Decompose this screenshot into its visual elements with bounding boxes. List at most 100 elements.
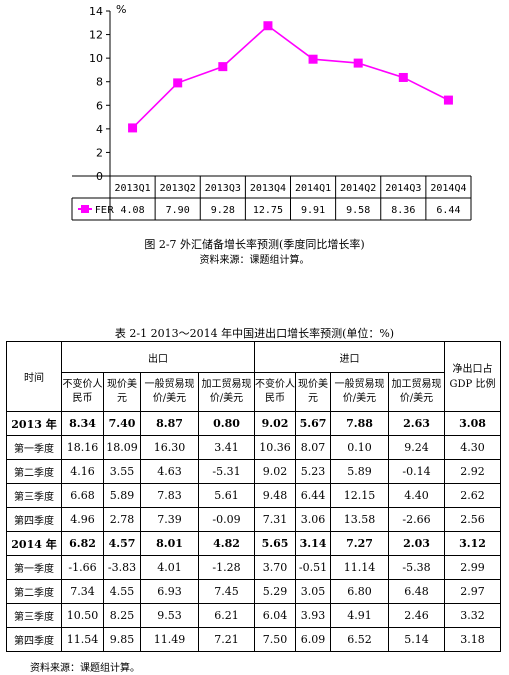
table-cell: 12.15 (330, 483, 389, 508)
table-cell: -0.09 (198, 507, 255, 532)
table-cell: 2.78 (103, 507, 141, 532)
table-cell: 10.50 (61, 603, 104, 628)
table-cell: 6.82 (61, 531, 104, 556)
table-cell: 2.63 (388, 411, 445, 436)
y-tick-label: 6 (96, 99, 103, 112)
table-cell: 13.58 (330, 507, 389, 532)
row-label: 2014 年 (6, 531, 62, 556)
row-label: 第一季度 (6, 555, 62, 580)
x-tick-label: 2013Q4 (250, 183, 286, 194)
data-point (443, 95, 453, 105)
data-label: 4.08 (121, 205, 145, 216)
table-cell: 2.99 (444, 555, 501, 580)
y-tick-label: 4 (96, 123, 103, 136)
table-cell: 6.48 (388, 579, 445, 604)
line-chart-svg: 02468101214%2013Q12013Q22013Q32013Q42014… (71, 3, 472, 221)
table-cell: 3.08 (444, 411, 501, 436)
table-cell: 7.50 (254, 627, 296, 652)
row-label: 第三季度 (6, 483, 62, 508)
table-row: 2013 年 8.34 7.40 8.87 0.80 9.02 5.67 7.88 2.63 3.… (6, 411, 501, 436)
table-cell: 11.54 (61, 627, 104, 652)
table-cell: 3.32 (444, 603, 501, 628)
data-point (218, 62, 228, 72)
table-cell: 6.93 (140, 579, 199, 604)
row-label: 第四季度 (6, 507, 62, 532)
series-line-fer (131, 24, 449, 129)
table-title: 表 2-1 2013～2014 年中国进出口增长率预测(单位：%) (114, 327, 395, 340)
data-point (353, 58, 363, 68)
row-label: 第一季度 (6, 435, 62, 460)
x-tick-label: 2014Q4 (430, 183, 466, 194)
table-cell: 7.21 (198, 627, 255, 652)
table-cell: -1.28 (198, 555, 255, 580)
data-point (173, 78, 183, 88)
subheader-cell: 不变价人民币 (61, 372, 104, 412)
data-label: 6.44 (436, 205, 460, 216)
x-tick-label: 2013Q2 (160, 183, 196, 194)
table-source: 资料来源：课题组计算。 (30, 663, 140, 674)
table-cell: 6.80 (330, 579, 389, 604)
table-cell: 4.57 (103, 531, 141, 556)
line-chart: 02468101214%2013Q12013Q22013Q32013Q42014… (0, 0, 509, 230)
table-cell: 7.34 (61, 579, 104, 604)
table-cell: 18.09 (103, 435, 141, 460)
table-cell: 2.97 (444, 579, 501, 604)
table-header-row: 时间 出口 进口 净出口占GDP 比例 (6, 341, 501, 412)
table-row: 第二季度 4.16 3.55 4.63 -5.31 9.02 5.23 5.89 -0.14 2.… (6, 459, 501, 484)
table-row: 第四季度 4.96 2.78 7.39 -0.09 7.31 3.06 13.58 -2.66 2… (6, 507, 501, 532)
y-tick-label: 2 (96, 146, 103, 159)
table-cell: 7.83 (140, 483, 199, 508)
table-cell: -0.14 (388, 459, 445, 484)
table-cell: 6.68 (61, 483, 104, 508)
table-cell: 6.09 (295, 627, 331, 652)
row-label: 第三季度 (6, 603, 62, 628)
table-cell: 7.40 (103, 411, 141, 436)
table-cell: 5.29 (254, 579, 296, 604)
table-cell: 5.89 (103, 483, 141, 508)
table-cell: 9.85 (103, 627, 141, 652)
subheader-cell: 加工贸易现价/美元 (198, 372, 255, 412)
table-cell: 7.88 (330, 411, 389, 436)
table-cell: 6.52 (330, 627, 389, 652)
table-cell: 2.92 (444, 459, 501, 484)
subheader-cell: 不变价人民币 (254, 372, 296, 412)
row-label: 2013 年 (6, 411, 62, 436)
data-point (263, 21, 273, 31)
table-cell: 4.96 (61, 507, 104, 532)
data-label: 7.90 (166, 205, 190, 216)
data-label: 8.36 (391, 205, 415, 216)
table-cell: 3.55 (103, 459, 141, 484)
table-cell: 9.02 (254, 411, 296, 436)
legend-label: FER (95, 205, 114, 216)
table-cell: 5.89 (330, 459, 389, 484)
header-net-export: 净出口占GDP 比例 (444, 341, 501, 412)
table-cell: 7.45 (198, 579, 255, 604)
table-cell: 7.27 (330, 531, 389, 556)
table-cell: 2.46 (388, 603, 445, 628)
table-cell: 3.12 (444, 531, 501, 556)
table-cell: 8.25 (103, 603, 141, 628)
table-cell: 0.80 (198, 411, 255, 436)
y-unit-label: % (116, 3, 126, 16)
subheader-cell: 一般贸易现价/美元 (140, 372, 199, 412)
table-cell: 10.36 (254, 435, 296, 460)
table-cell: 3.93 (295, 603, 331, 628)
subheader-cell: 现价美元 (295, 372, 331, 412)
table-cell: 3.41 (198, 435, 255, 460)
table-cell: 11.14 (330, 555, 389, 580)
x-tick-label: 2014Q1 (295, 183, 331, 194)
data-point (308, 54, 318, 64)
data-point (128, 123, 138, 133)
table-cell: 4.82 (198, 531, 255, 556)
trade-growth-table: 时间 出口 进口 净出口占GDP 比例 不变价人民币 现价美元 一般贸易现价/美元 加工贸易现… (6, 341, 501, 652)
table-cell: 9.24 (388, 435, 445, 460)
y-tick-label: 12 (89, 29, 103, 42)
table-cell: 3.05 (295, 579, 331, 604)
figure-source: 资料来源：课题组计算。 (199, 255, 310, 266)
table-cell: 5.23 (295, 459, 331, 484)
data-label: 9.58 (346, 205, 370, 216)
header-import: 进口 (254, 341, 445, 373)
table-cell: -2.66 (388, 507, 445, 532)
row-label: 第二季度 (6, 459, 62, 484)
table-cell: 9.02 (254, 459, 296, 484)
